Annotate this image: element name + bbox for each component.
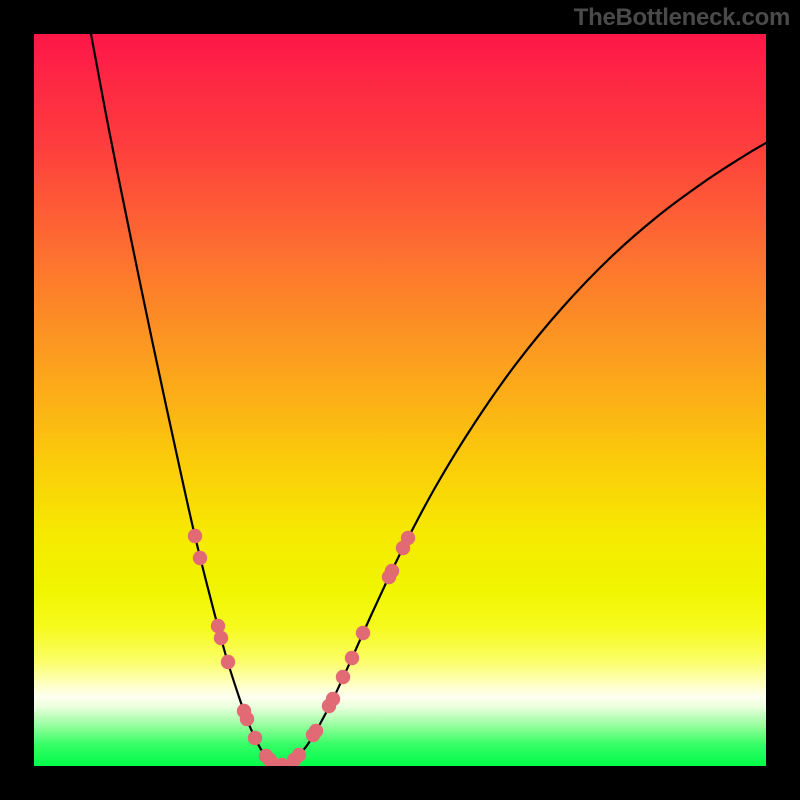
- curve-right-branch: [282, 143, 766, 765]
- data-point: [309, 724, 323, 738]
- data-point: [240, 712, 254, 726]
- data-point: [336, 670, 350, 684]
- data-point: [193, 551, 207, 565]
- data-point: [401, 531, 415, 545]
- data-point: [248, 731, 262, 745]
- bottleneck-curve: [34, 34, 766, 766]
- data-point: [221, 655, 235, 669]
- curve-left-branch: [91, 34, 282, 765]
- watermark-text: TheBottleneck.com: [574, 4, 790, 32]
- data-point: [345, 651, 359, 665]
- data-point: [211, 619, 225, 633]
- data-point: [214, 631, 228, 645]
- data-point: [292, 748, 306, 762]
- plot-area: [34, 34, 766, 766]
- data-point: [188, 529, 202, 543]
- data-point: [385, 564, 399, 578]
- data-point: [356, 626, 370, 640]
- data-point: [326, 692, 340, 706]
- root-container: TheBottleneck.com: [0, 0, 800, 800]
